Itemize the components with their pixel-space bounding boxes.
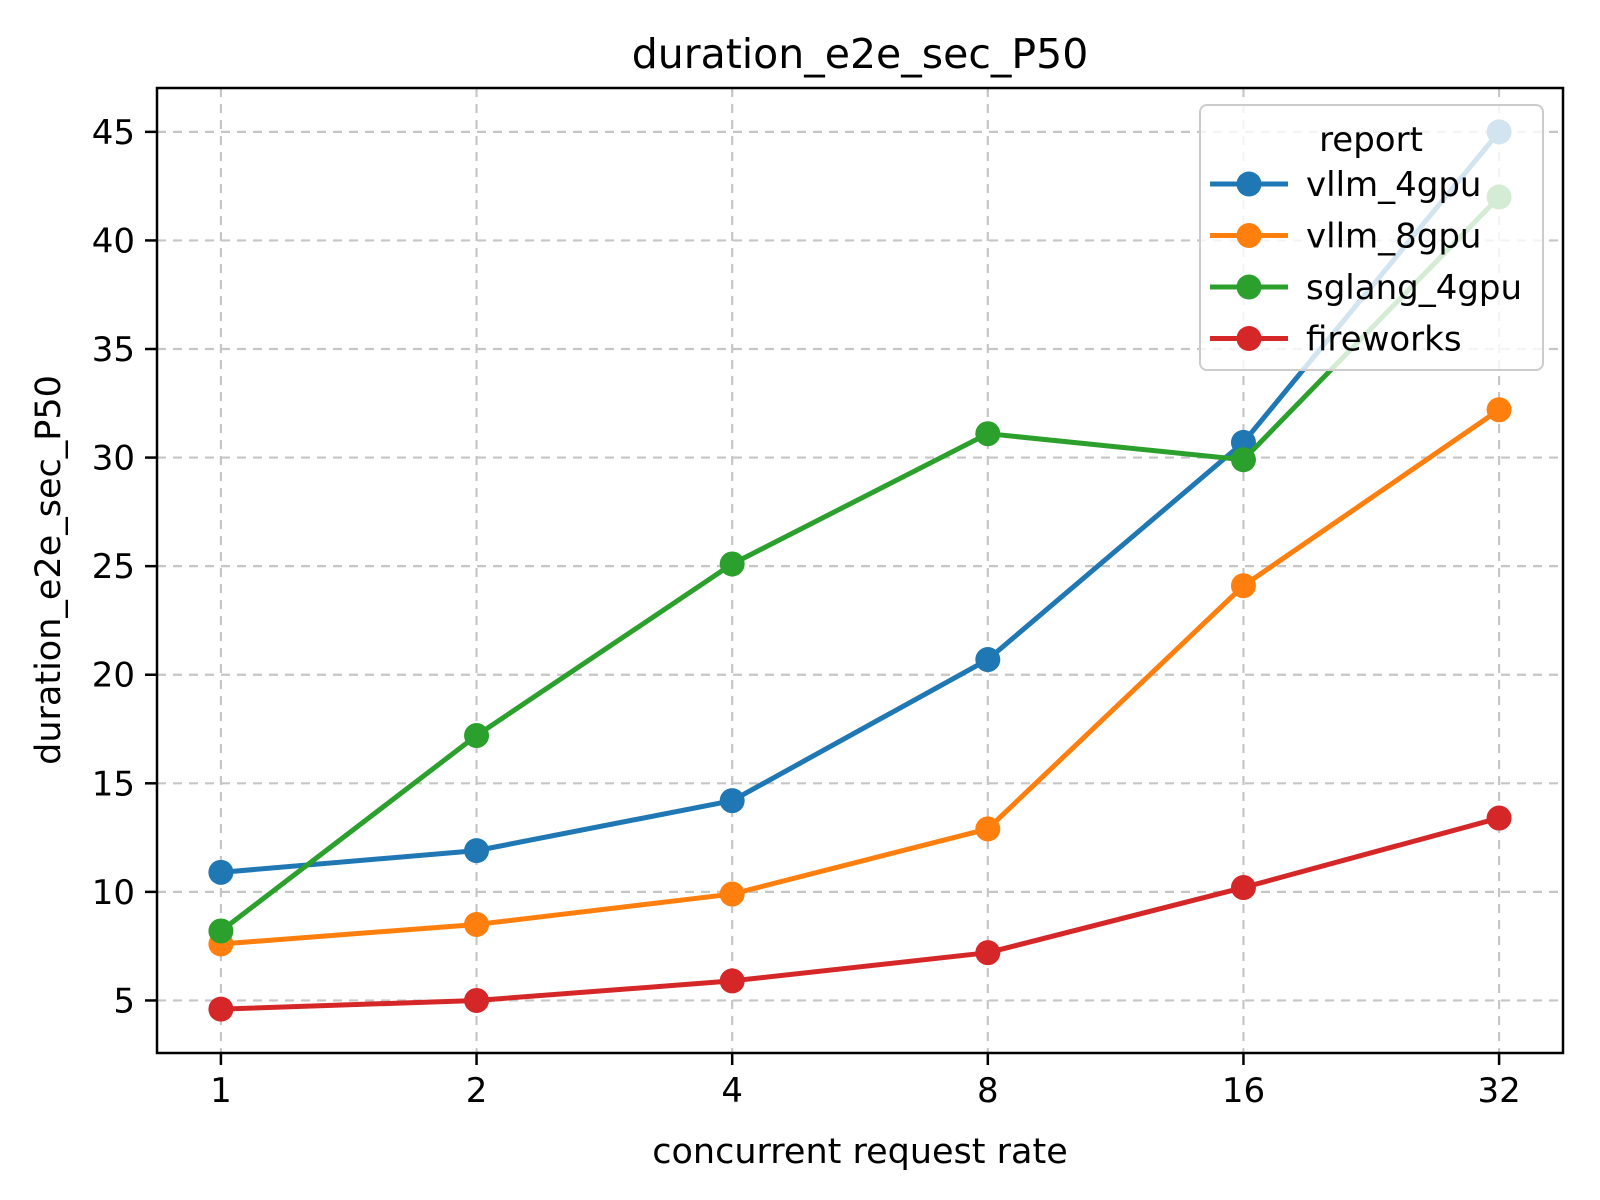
y-axis-label: duration_e2e_sec_P50 [29,375,69,765]
legend-label: vllm_4gpu [1306,165,1481,205]
data-point [208,859,234,885]
axis-layer: 1 2 4 8 16 32 5 10 15 20 25 30 35 40 45 [92,113,1521,1111]
data-point [464,723,490,749]
y-tick-label: 10 [92,873,135,913]
y-tick-label: 5 [113,981,135,1021]
x-tick-label: 32 [1477,1071,1520,1111]
y-tick-label: 45 [92,113,135,153]
data-point [208,918,234,944]
y-tick-label: 15 [92,764,135,804]
data-point [1230,875,1256,901]
legend-marker-icon [1236,326,1262,351]
data-point [208,996,234,1022]
data-point [1486,805,1512,831]
chart-title: duration_e2e_sec_P50 [632,30,1089,78]
legend-marker-icon [1236,171,1262,197]
series-layer [208,119,1512,1022]
data-point [1486,397,1512,423]
data-point [719,881,745,907]
legend-item: sglang_4gpu [1210,268,1522,308]
legend-item: vllm_8gpu [1210,217,1481,257]
legend-box [1199,104,1544,371]
legend-item: vllm_4gpu [1210,165,1481,205]
legend-label: fireworks [1306,320,1462,360]
x-tick-label: 1 [210,1071,232,1111]
x-axis-label: concurrent request rate [652,1132,1068,1172]
data-point [1230,447,1256,473]
series-line-vllm_4gpu [218,129,1502,875]
legend-marker-icon [1236,274,1262,300]
y-tick-label: 40 [92,221,135,261]
data-point [464,838,490,864]
series-line-sglang_4gpu [218,194,1502,934]
plot-border [155,86,1565,1055]
legend-title: report [1319,120,1423,160]
data-point [975,816,1001,842]
series-line-fireworks [218,815,1502,1012]
data-point [975,940,1001,966]
data-point [464,911,490,937]
x-tick-label: 16 [1222,1071,1265,1111]
series-fireworks [208,805,1512,1022]
legend-items: vllm_4gpu vllm_8gpu sglang_4gpu fireworks [1210,165,1522,360]
data-point [719,551,745,577]
data-point [719,968,745,994]
legend-marker-icon [1236,223,1262,248]
data-point [719,788,745,814]
data-point [975,421,1001,447]
y-tick-label: 30 [92,439,135,479]
data-point [464,987,490,1013]
series-vllm_8gpu [208,397,1512,957]
data-point [1230,573,1256,599]
legend: report vllm_4gpu vllm_8gpu sglang_4gpufire… [1199,104,1544,371]
legend-label: sglang_4gpu [1306,268,1522,308]
x-tick-label: 2 [466,1071,488,1111]
y-tick-label: 35 [92,330,135,370]
y-tick-label: 20 [92,656,135,696]
legend-label: vllm_8gpu [1306,217,1481,257]
data-point [975,647,1001,673]
legend-item: fireworks [1210,320,1462,360]
x-tick-label: 4 [721,1071,743,1111]
series-vllm_4gpu [208,119,1512,885]
y-tick-label: 25 [92,547,135,587]
x-tick-label: 8 [977,1071,999,1111]
data-point [1230,429,1256,455]
series-line-vllm_8gpu [218,407,1502,947]
